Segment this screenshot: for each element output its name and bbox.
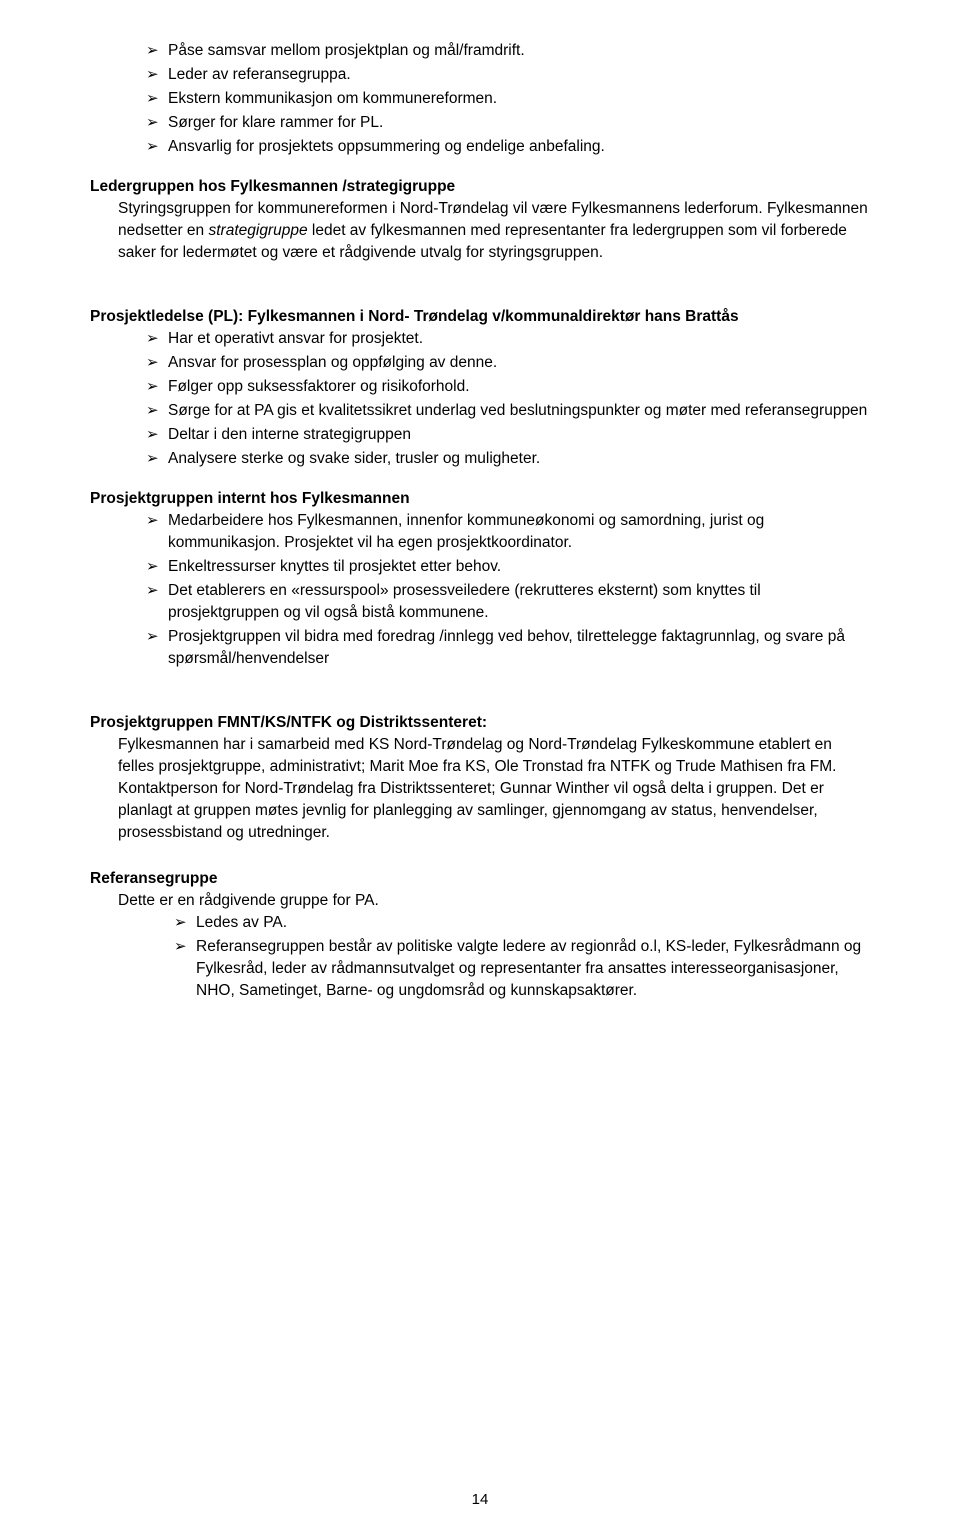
bullet-text: Referansegruppen består av politiske val… xyxy=(196,936,870,1002)
bullet-text: Deltar i den interne strategigruppen xyxy=(168,424,870,446)
body-referansegruppe: Dette er en rådgivende gruppe for PA. xyxy=(90,890,870,912)
bullet-icon: ➢ xyxy=(146,352,168,374)
bullet-icon: ➢ xyxy=(146,510,168,532)
bullet-text: Ansvarlig for prosjektets oppsummering o… xyxy=(168,136,870,158)
list-item: ➢ Analysere sterke og svake sider, trusl… xyxy=(146,448,870,470)
body-ledergruppen: Styringsgruppen for kommunereformen i No… xyxy=(90,198,870,264)
bullet-text: Prosjektgruppen vil bidra med foredrag /… xyxy=(168,626,870,670)
para-prosjektgruppen-fmnt: Fylkesmannen har i samarbeid med KS Nord… xyxy=(118,734,870,844)
list-item: ➢ Følger opp suksessfaktorer og risikofo… xyxy=(146,376,870,398)
bullet-text: Sørge for at PA gis et kvalitetssikret u… xyxy=(168,400,870,422)
bullet-text: Ekstern kommunikasjon om kommunereformen… xyxy=(168,88,870,110)
bullet-text: Det etablerers en «ressurspool» prosessv… xyxy=(168,580,870,624)
bullet-text: Analysere sterke og svake sider, trusler… xyxy=(168,448,870,470)
section-ledergruppen: Ledergruppen hos Fylkesmannen /strategig… xyxy=(90,176,870,264)
bullet-text: Enkeltressurser knyttes til prosjektet e… xyxy=(168,556,870,578)
list-item: ➢ Sørge for at PA gis et kvalitetssikret… xyxy=(146,400,870,422)
section-referansegruppe: Referansegruppe Dette er en rådgivende g… xyxy=(90,868,870,1002)
bullet-text: Ledes av PA. xyxy=(196,912,870,934)
heading-prosjektledelse: Prosjektledelse (PL): Fylkesmannen i Nor… xyxy=(90,306,870,328)
bullet-icon: ➢ xyxy=(146,112,168,134)
bullet-icon: ➢ xyxy=(146,424,168,446)
bullet-icon: ➢ xyxy=(146,400,168,422)
bullet-icon: ➢ xyxy=(146,64,168,86)
text-italic: strategigruppe xyxy=(208,222,307,239)
list-item: ➢ Ansvar for prosessplan og oppfølging a… xyxy=(146,352,870,374)
list-item: ➢ Har et operativt ansvar for prosjektet… xyxy=(146,328,870,350)
bullet-text: Har et operativt ansvar for prosjektet. xyxy=(168,328,870,350)
document-page: ➢ Påse samsvar mellom prosjektplan og må… xyxy=(0,0,960,1532)
list-item: ➢ Enkeltressurser knyttes til prosjektet… xyxy=(146,556,870,578)
bullet-icon: ➢ xyxy=(146,136,168,158)
list-item: ➢ Påse samsvar mellom prosjektplan og må… xyxy=(146,40,870,62)
heading-prosjektgruppen-fmnt: Prosjektgruppen FMNT/KS/NTFK og Distrikt… xyxy=(90,712,870,734)
top-bullet-list: ➢ Påse samsvar mellom prosjektplan og må… xyxy=(90,40,870,158)
bullet-icon: ➢ xyxy=(146,328,168,350)
bullet-icon: ➢ xyxy=(146,88,168,110)
bullet-icon: ➢ xyxy=(174,912,196,934)
bullet-text: Sørger for klare rammer for PL. xyxy=(168,112,870,134)
list-item: ➢ Sørger for klare rammer for PL. xyxy=(146,112,870,134)
bullet-icon: ➢ xyxy=(174,936,196,958)
list-item: ➢ Leder av referansegruppa. xyxy=(146,64,870,86)
bullet-text: Påse samsvar mellom prosjektplan og mål/… xyxy=(168,40,870,62)
bullet-text: Leder av referansegruppa. xyxy=(168,64,870,86)
list-item: ➢ Ledes av PA. xyxy=(174,912,870,934)
bullet-icon: ➢ xyxy=(146,556,168,578)
referansegruppe-bullets: ➢ Ledes av PA. ➢ Referansegruppen består… xyxy=(90,912,870,1002)
heading-ledergruppen: Ledergruppen hos Fylkesmannen /strategig… xyxy=(90,176,870,198)
bullet-icon: ➢ xyxy=(146,40,168,62)
list-item: ➢ Det etablerers en «ressurspool» proses… xyxy=(146,580,870,624)
prosjektledelse-bullets: ➢ Har et operativt ansvar for prosjektet… xyxy=(90,328,870,470)
intro-referansegruppe: Dette er en rådgivende gruppe for PA. xyxy=(118,890,870,912)
bullet-text: Medarbeidere hos Fylkesmannen, innenfor … xyxy=(168,510,870,554)
bullet-icon: ➢ xyxy=(146,448,168,470)
section-prosjektledelse: Prosjektledelse (PL): Fylkesmannen i Nor… xyxy=(90,306,870,470)
list-item: ➢ Referansegruppen består av politiske v… xyxy=(174,936,870,1002)
body-prosjektgruppen-fmnt: Fylkesmannen har i samarbeid med KS Nord… xyxy=(90,734,870,844)
section-prosjektgruppen-internt: Prosjektgruppen internt hos Fylkesmannen… xyxy=(90,488,870,670)
list-item: ➢ Prosjektgruppen vil bidra med foredrag… xyxy=(146,626,870,670)
list-item: ➢ Ansvarlig for prosjektets oppsummering… xyxy=(146,136,870,158)
heading-prosjektgruppen-internt: Prosjektgruppen internt hos Fylkesmannen xyxy=(90,488,870,510)
bullet-icon: ➢ xyxy=(146,580,168,602)
bullet-text: Ansvar for prosessplan og oppfølging av … xyxy=(168,352,870,374)
section-prosjektgruppen-fmnt: Prosjektgruppen FMNT/KS/NTFK og Distrikt… xyxy=(90,712,870,844)
heading-referansegruppe: Referansegruppe xyxy=(90,868,870,890)
page-number: 14 xyxy=(0,1491,960,1508)
bullet-icon: ➢ xyxy=(146,626,168,648)
list-item: ➢ Medarbeidere hos Fylkesmannen, innenfo… xyxy=(146,510,870,554)
bullet-icon: ➢ xyxy=(146,376,168,398)
para-ledergruppen: Styringsgruppen for kommunereformen i No… xyxy=(118,198,870,264)
bullet-text: Følger opp suksessfaktorer og risikoforh… xyxy=(168,376,870,398)
prosjektgruppen-internt-bullets: ➢ Medarbeidere hos Fylkesmannen, innenfo… xyxy=(90,510,870,670)
list-item: ➢ Deltar i den interne strategigruppen xyxy=(146,424,870,446)
list-item: ➢ Ekstern kommunikasjon om kommunereform… xyxy=(146,88,870,110)
